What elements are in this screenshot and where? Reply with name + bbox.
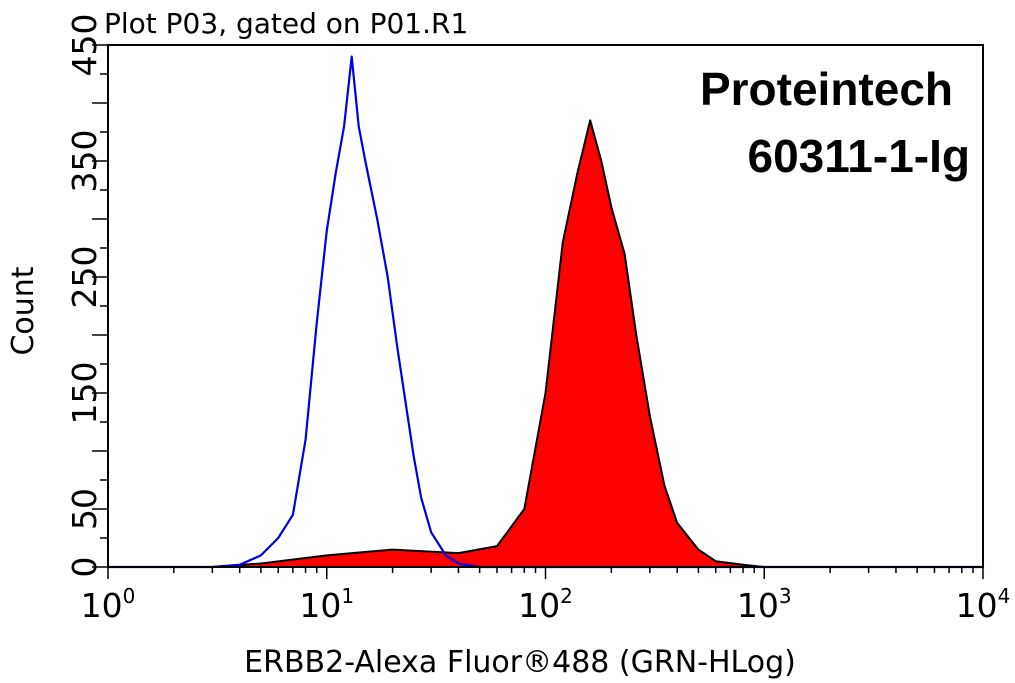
x-axis-title: ERBB2-Alexa Fluor®488 (GRN-HLog) <box>244 645 796 680</box>
y-tick-label: 50 <box>65 488 104 530</box>
y-tick-label: 450 <box>65 14 104 77</box>
x-axis: 100 101 102 103 104 <box>81 567 1011 625</box>
series-filled-histogram <box>107 119 984 568</box>
y-axis: 0 50 150 250 350 450 <box>65 14 108 578</box>
y-tick-label: 250 <box>65 246 104 309</box>
brand-annotation: Proteintech <box>700 63 953 115</box>
x-tick-base: 10 <box>299 586 341 625</box>
series-outline-histogram <box>108 55 983 569</box>
series-layer <box>107 55 984 569</box>
catalog-annotation: 60311-1-Ig <box>748 130 970 182</box>
x-tick-exponent: 3 <box>779 584 792 608</box>
x-tick-label: 101 <box>299 584 354 625</box>
x-tick-exponent: 0 <box>123 584 136 608</box>
x-tick-label: 103 <box>737 584 792 625</box>
x-tick-label: 104 <box>956 584 1011 625</box>
x-tick-exponent: 1 <box>341 584 354 608</box>
x-tick-base: 10 <box>81 586 123 625</box>
x-tick-label: 102 <box>518 584 573 625</box>
chart-title: Plot P03, gated on P01.R1 <box>104 7 468 40</box>
x-tick-exponent: 4 <box>998 584 1011 608</box>
y-tick-label: 0 <box>65 557 104 578</box>
y-axis-title: Count <box>6 266 41 355</box>
x-tick-base: 10 <box>518 586 560 625</box>
y-tick-label: 150 <box>65 362 104 425</box>
x-tick-label: 100 <box>81 584 136 625</box>
x-tick-base: 10 <box>737 586 779 625</box>
x-tick-base: 10 <box>956 586 998 625</box>
y-tick-label: 350 <box>65 130 104 193</box>
x-tick-exponent: 2 <box>560 584 573 608</box>
